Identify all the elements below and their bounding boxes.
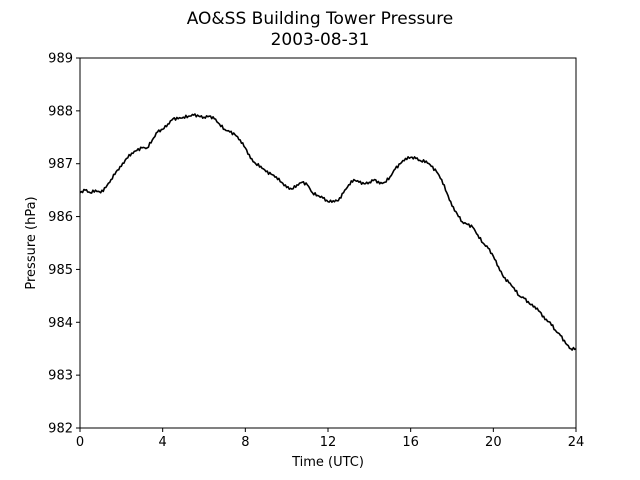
chart-subtitle: 2003-08-31 [271, 30, 370, 50]
x-axis-label: Time (UTC) [291, 455, 364, 470]
x-tick-label: 24 [568, 435, 585, 450]
chart-title: AO&SS Building Tower Pressure [187, 9, 454, 29]
plot-frame [79, 57, 577, 429]
x-axis: 0 4 8 12 16 20 24 [76, 428, 584, 450]
x-tick-label: 0 [76, 435, 84, 450]
y-tick-label: 989 [48, 52, 73, 67]
y-tick-label: 983 [48, 369, 73, 384]
y-axis-label: Pressure (hPa) [24, 196, 39, 289]
x-tick-label: 16 [402, 435, 419, 450]
x-tick-label: 4 [159, 435, 167, 450]
y-axis: 982 983 984 985 986 987 988 989 [48, 52, 80, 437]
y-tick-label: 982 [48, 422, 73, 437]
pressure-series-line [79, 113, 577, 351]
y-tick-label: 988 [48, 104, 73, 119]
y-tick-label: 985 [48, 263, 73, 278]
y-tick-label: 986 [48, 210, 73, 225]
x-tick-label: 8 [241, 435, 249, 450]
x-tick-label: 12 [320, 435, 337, 450]
x-tick-label: 20 [485, 435, 502, 450]
y-tick-label: 984 [48, 316, 73, 331]
y-tick-label: 987 [48, 157, 73, 172]
plot-area [79, 113, 577, 351]
